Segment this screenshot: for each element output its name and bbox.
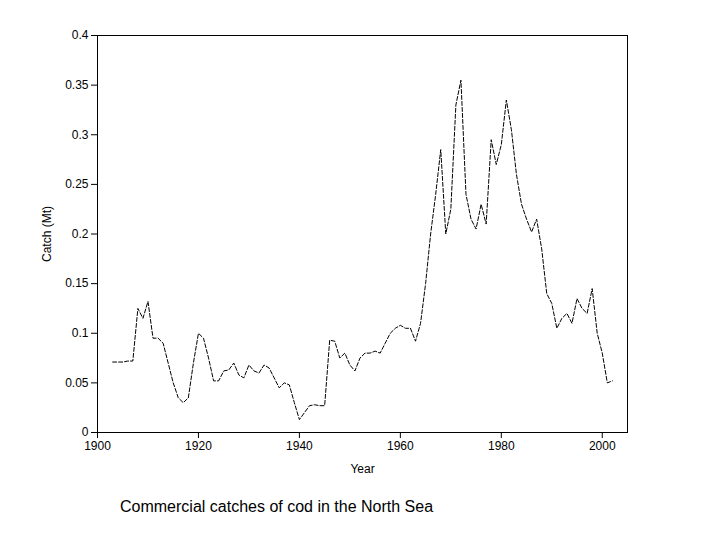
svg-text:1900: 1900 bbox=[84, 439, 111, 453]
html-text:Commercial catches of cod in t: Commercial catches of cod in the North S… bbox=[120, 498, 433, 515]
svg-text:1960: 1960 bbox=[387, 439, 414, 453]
svg-text:0.15: 0.15 bbox=[65, 276, 89, 290]
svg-text:0.25: 0.25 bbox=[65, 177, 89, 191]
svg-text:0.2: 0.2 bbox=[72, 227, 89, 241]
svg-text:1940: 1940 bbox=[286, 439, 313, 453]
svg-text:1980: 1980 bbox=[488, 439, 515, 453]
svg-text:0.1: 0.1 bbox=[72, 326, 89, 340]
svg-text:1920: 1920 bbox=[185, 439, 212, 453]
svg-text:0.3: 0.3 bbox=[72, 128, 89, 142]
svg-text:0: 0 bbox=[82, 425, 89, 439]
svg-text:0.35: 0.35 bbox=[65, 78, 89, 92]
svg-text:Catch (Mt): Catch (Mt) bbox=[40, 206, 54, 262]
svg-text:Year: Year bbox=[350, 462, 374, 476]
svg-text:0.4: 0.4 bbox=[72, 28, 89, 42]
svg-text:0.05: 0.05 bbox=[65, 376, 89, 390]
svg-text:2000: 2000 bbox=[589, 439, 616, 453]
